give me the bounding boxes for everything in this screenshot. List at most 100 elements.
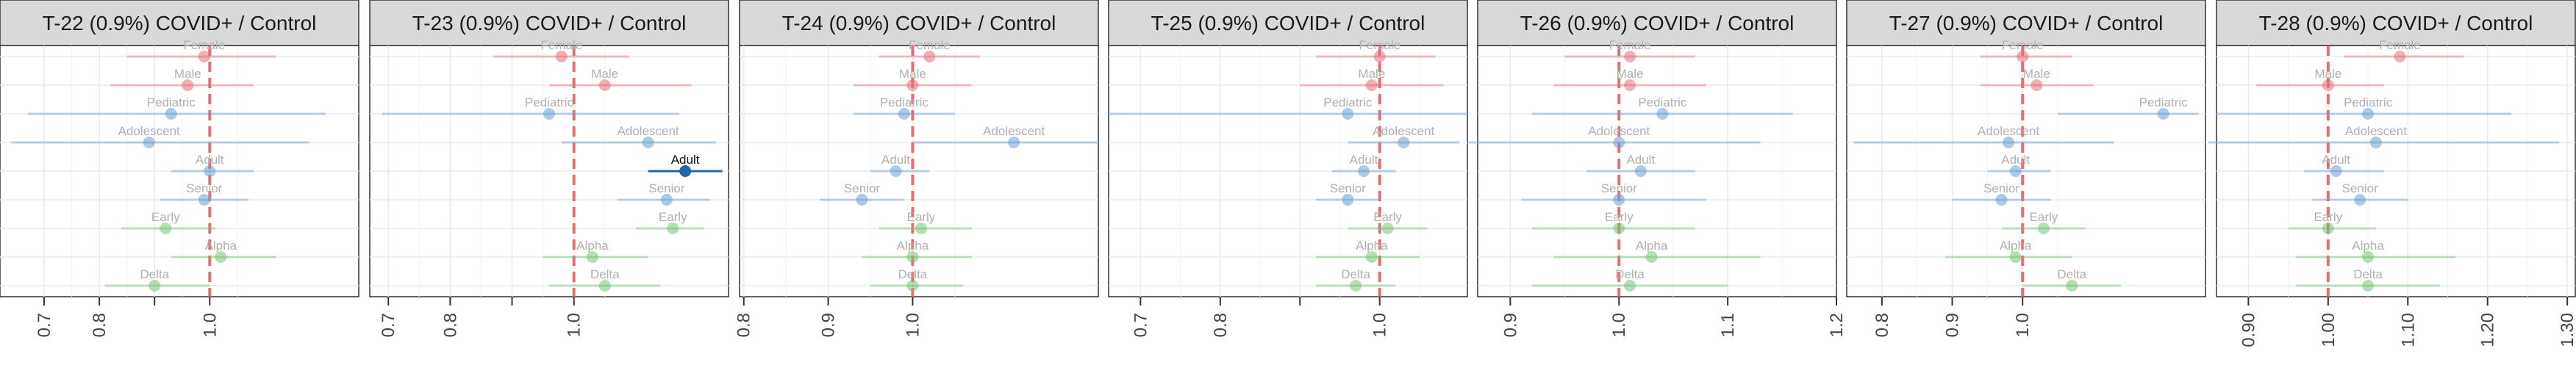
x-tick-label: 0.7 <box>1131 313 1151 337</box>
row-label: Early <box>151 210 180 224</box>
point-estimate <box>182 79 194 91</box>
point-estimate <box>1624 79 1636 91</box>
x-tick-label: 0.7 <box>35 313 54 337</box>
panel-6: T-27 (0.9%) COVID+ / Control Female Male Pe… <box>1846 0 2206 337</box>
point-estimate <box>2394 51 2406 62</box>
point-estimate <box>1645 251 1658 263</box>
point-estimate <box>2017 51 2029 62</box>
point-estimate <box>2037 223 2050 234</box>
point-estimate <box>2009 251 2022 263</box>
row-label: Adult <box>2322 153 2350 167</box>
point-estimate <box>1342 194 1354 206</box>
point-estimate <box>2362 251 2375 263</box>
panel-title: T-24 (0.9%) COVID+ / Control <box>782 12 1056 35</box>
row-label: Delta <box>140 267 169 281</box>
row-label: Adolescent <box>1978 124 2039 138</box>
x-tick-label: 0.9 <box>819 313 839 337</box>
row-label: Delta <box>1615 267 1645 281</box>
point-estimate <box>923 51 936 62</box>
point-estimate <box>2031 79 2043 91</box>
point-estimate <box>1634 165 1647 177</box>
x-tick-label: 1.0 <box>200 313 220 337</box>
point-estimate <box>2009 165 2022 177</box>
panel-1: T-22 (0.9%) COVID+ / Control Female Male Pe… <box>0 0 359 337</box>
point-estimate <box>898 108 910 120</box>
row-label: Delta <box>898 267 928 281</box>
x-tick-label: 0.8 <box>1211 313 1231 337</box>
x-tick-label: 0.7 <box>379 313 398 337</box>
point-estimate <box>667 223 679 234</box>
point-estimate <box>2322 79 2334 91</box>
row-label: Early <box>907 210 936 224</box>
point-estimate <box>1995 194 2008 206</box>
point-estimate <box>1365 251 1378 263</box>
x-tick-label: 0.8 <box>734 313 754 337</box>
point-estimate <box>1613 194 1625 206</box>
point-estimate <box>586 251 598 263</box>
point-estimate <box>598 280 611 292</box>
panel-title: T-22 (0.9%) COVID+ / Control <box>43 12 317 35</box>
row-label: Female <box>909 38 951 52</box>
point-estimate <box>543 108 555 120</box>
row-label: Female <box>2379 38 2421 52</box>
row-label: Pediatric <box>2139 95 2189 109</box>
point-estimate <box>679 165 692 177</box>
panel-header <box>1477 0 1837 46</box>
row-label: Male <box>2023 67 2050 81</box>
point-estimate <box>555 51 568 62</box>
point-estimate <box>598 79 611 91</box>
x-tick-label: 1.10 <box>2398 313 2418 347</box>
row-label: Male <box>899 67 926 81</box>
row-label: Senior <box>186 181 222 195</box>
row-label: Early <box>1373 210 1402 224</box>
row-label: Male <box>1358 67 1385 81</box>
row-label: Senior <box>2342 181 2378 195</box>
row-label: Adolescent <box>2345 124 2407 138</box>
point-estimate <box>1373 51 1386 62</box>
point-estimate <box>1613 137 1625 148</box>
row-label: Delta <box>1341 267 1370 281</box>
panel-3: T-24 (0.9%) COVID+ / Control Female Male Pe… <box>734 0 1099 337</box>
row-label: Early <box>2314 210 2342 224</box>
panel-4: T-25 (0.9%) COVID+ / Control Female Male Pe… <box>1108 0 1468 337</box>
panel-5: T-26 (0.9%) COVID+ / Control Female Male Pe… <box>1467 0 1847 337</box>
row-label: Early <box>1605 210 1634 224</box>
point-estimate <box>198 194 210 206</box>
row-label: Pediatric <box>1638 95 1687 109</box>
point-estimate <box>906 280 919 292</box>
row-label: Alpha <box>1356 239 1388 253</box>
panel-title: T-28 (0.9%) COVID+ / Control <box>2259 12 2533 35</box>
panel-2: T-23 (0.9%) COVID+ / Control Female Male Pe… <box>369 0 729 337</box>
point-estimate <box>2362 280 2375 292</box>
x-tick-label: 1.0 <box>1609 313 1629 337</box>
x-tick-label: 1.0 <box>565 313 584 337</box>
row-label: Adult <box>196 153 224 167</box>
row-label: Pediatric <box>525 95 574 109</box>
row-label: Pediatric <box>880 95 929 109</box>
panel-header <box>1846 0 2206 46</box>
row-label: Senior <box>648 181 684 195</box>
point-estimate <box>2369 137 2382 148</box>
x-tick-label: 1.2 <box>1827 313 1847 337</box>
panel-header <box>1108 0 1468 46</box>
x-tick-label: 1.20 <box>2478 313 2498 347</box>
row-label: Delta <box>590 267 620 281</box>
point-estimate <box>160 223 172 234</box>
row-label: Male <box>591 67 618 81</box>
panel-header <box>739 0 1099 46</box>
point-estimate <box>1342 108 1354 120</box>
x-tick-label: 0.9 <box>1943 313 1963 337</box>
row-label: Senior <box>1601 181 1637 195</box>
row-label: Delta <box>2057 267 2086 281</box>
point-estimate <box>1008 137 1020 148</box>
panel-7: T-28 (0.9%) COVID+ / Control Female MalePe… <box>2208 0 2576 347</box>
point-estimate <box>906 79 919 91</box>
x-tick-label: 0.8 <box>1872 313 1892 337</box>
x-tick-label: 0.90 <box>2239 313 2258 347</box>
point-estimate <box>915 223 927 234</box>
panel-header <box>0 0 359 46</box>
row-label: Alpha <box>205 239 237 253</box>
row-label: Adult <box>671 153 700 167</box>
point-estimate <box>1350 280 1362 292</box>
point-estimate <box>2354 194 2366 206</box>
